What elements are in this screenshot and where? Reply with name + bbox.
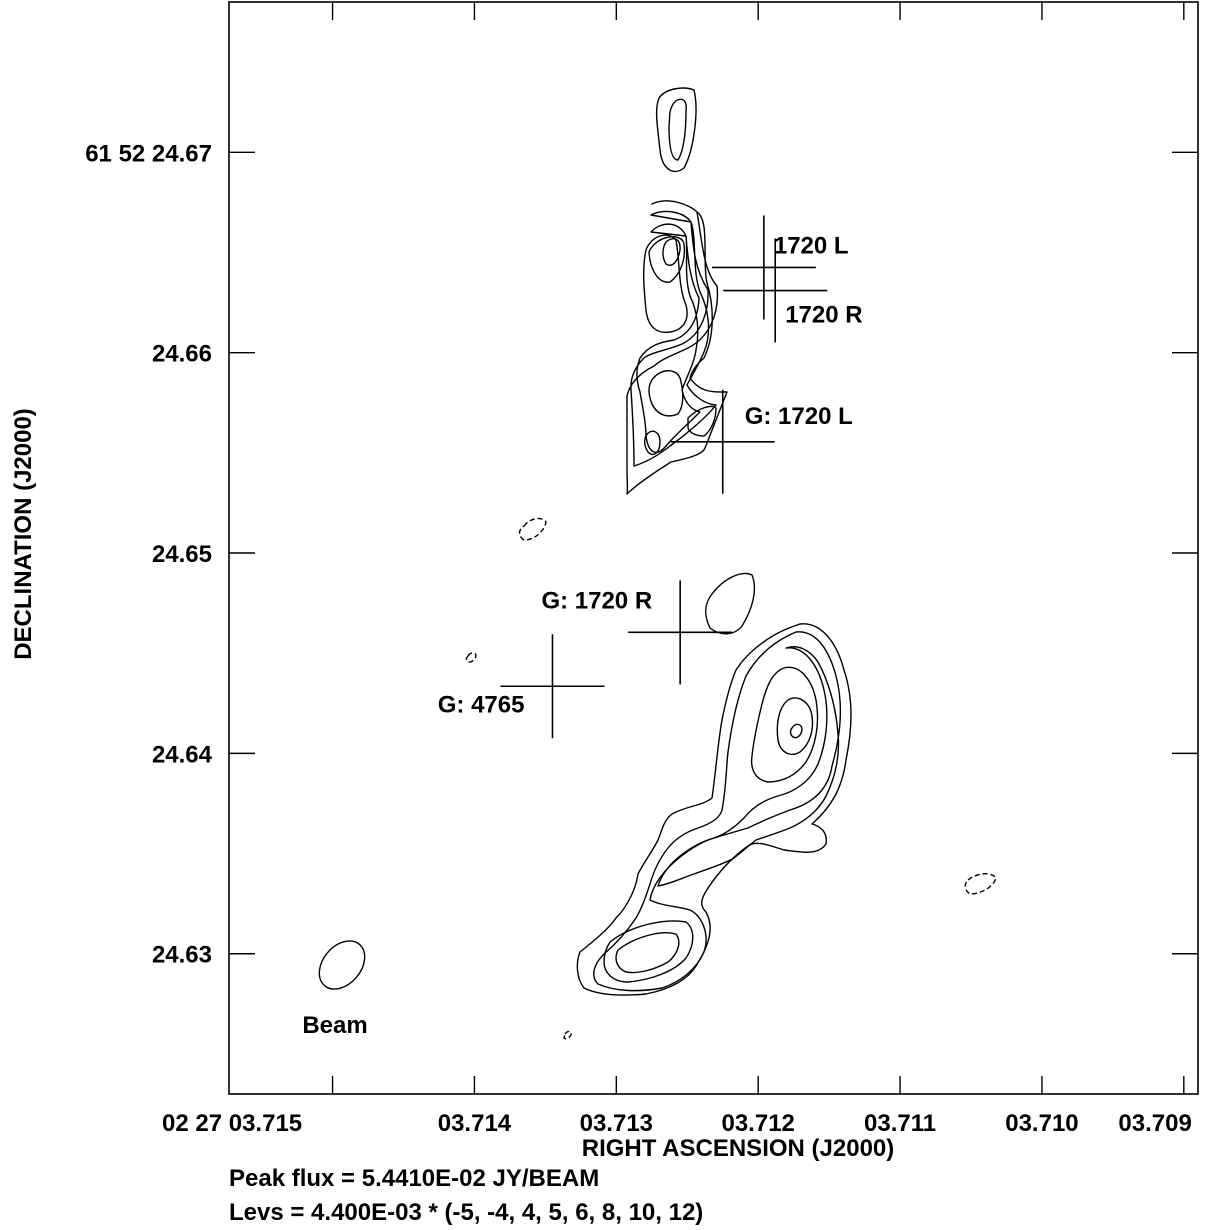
marker-label: G: 4765 [438,691,525,718]
contour-north-2 [630,210,717,467]
contour-top-inner [668,98,687,161]
contour-negative-2 [465,652,477,663]
y-tick-label: 24.64 [152,741,213,768]
x-tick-label: 03.714 [438,1110,512,1137]
contour-south-outer [576,623,852,996]
y-tick-label: 61 52 24.67 [85,140,212,167]
y-tick-label: 24.63 [152,942,212,969]
contour-negative-1 [518,517,547,541]
peak-flux-text: Peak flux = 5.4410E-02 JY/BEAM [229,1165,599,1192]
contour-south-2 [593,631,842,992]
x-tick-label: 03.710 [1005,1110,1078,1137]
maser-markers: 1720 L 1720 R G: 1720 L G: 1720 R G: 4765 [438,215,863,739]
contour-top-outer [655,87,697,173]
beam-label: Beam [302,1012,367,1039]
contour-south-4 [750,666,819,783]
contour-north-5 [648,236,686,283]
x-tick-label: 03.709 [1118,1110,1191,1137]
x-tick-label: 03.711 [864,1110,936,1137]
contour-south-peak [789,723,803,739]
x-tick-label: 03.713 [580,1110,653,1137]
contour-north-outer [626,200,728,495]
contour-negative-4 [563,1030,572,1040]
x-axis-ticks: 02 27 03.715 03.714 03.713 03.712 03.711 03.7… [162,2,1192,1137]
contour-south-knot-inner [615,932,680,974]
levels-text: Levs = 4.400E-03 * (-5, -4, 4, 5, 6, 8, … [229,1199,703,1226]
marker-label: G: 1720 L [745,403,853,430]
marker-label: 1720 R [785,302,862,329]
x-axis-label: RIGHT ASCENSION (J2000) [582,1135,895,1162]
contour-south-knot-outer [603,920,694,983]
y-tick-label: 24.65 [152,541,212,568]
plot-frame [228,1,1199,1095]
y-tick-label: 24.66 [152,341,212,368]
contour-lines [465,87,997,1040]
contour-mid-right [687,405,717,437]
x-tick-label: 02 27 03.715 [162,1110,302,1137]
contour-south-3 [657,646,840,887]
contour-south-5 [776,697,814,756]
contour-mid-blob [648,370,684,417]
y-axis-ticks: 61 52 24.67 24.66 24.65 24.64 24.63 [85,140,1198,969]
contour-north-6 [662,238,681,266]
contour-small-blob [705,572,756,635]
contour-mid-lower [643,430,661,456]
y-axis-label: DECLINATION (J2000) [10,408,37,660]
contour-negative-3 [964,873,997,895]
marker-label: 1720 L [774,232,849,259]
x-tick-label: 03.712 [721,1110,794,1137]
beam-ellipse [318,940,366,990]
marker-label: G: 1720 R [541,587,652,614]
